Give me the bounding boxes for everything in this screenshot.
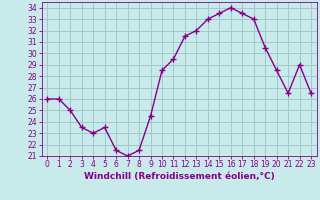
X-axis label: Windchill (Refroidissement éolien,°C): Windchill (Refroidissement éolien,°C) [84,172,275,181]
